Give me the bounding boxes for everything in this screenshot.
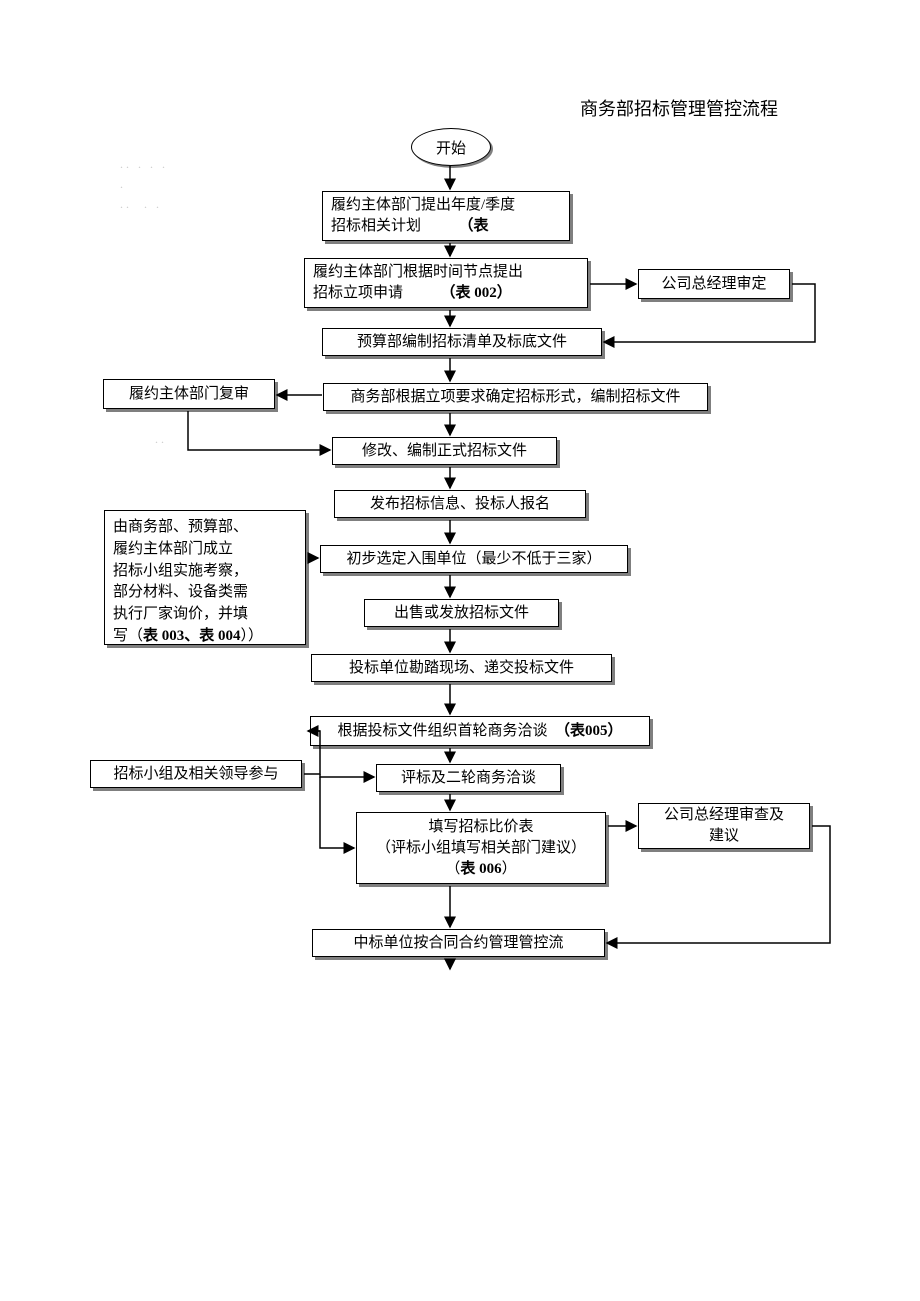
faint-text-2: .	[120, 175, 123, 194]
node-review: 履约主体部门复审	[103, 379, 275, 409]
node-budget: 预算部编制招标清单及标底文件	[322, 328, 602, 356]
left1-label: 履约主体部门复审	[129, 384, 249, 405]
n7-label: 初步选定入围单位（最少不低于三家）	[346, 549, 601, 570]
n6-label: 发布招标信息、投标人报名	[370, 494, 550, 515]
left2-l6a: 写（	[113, 628, 143, 644]
start-label: 开始	[436, 137, 466, 158]
node-contract-flow: 中标单位按合同合约管理管控流	[312, 929, 605, 957]
node-plan: 履约主体部门提出年度/季度 招标相关计划 （表	[322, 191, 570, 241]
n8-label: 出售或发放招标文件	[394, 603, 529, 624]
side2-l2: 建议	[647, 826, 801, 847]
n4-label: 商务部根据立项要求确定招标形式，编制招标文件	[350, 387, 680, 408]
node-application: 履约主体部门根据时间节点提出 招标立项申请 （表 002）	[304, 258, 588, 308]
node-leaders-participate: 招标小组及相关领导参与	[90, 760, 302, 788]
n9-label: 投标单位勘踏现场、递交投标文件	[349, 658, 574, 679]
left3-label: 招标小组及相关领导参与	[113, 764, 278, 785]
side1-label: 公司总经理审定	[661, 274, 766, 295]
diagram-title: 商务部招标管理管控流程	[580, 95, 778, 121]
side2-l1: 公司总经理审查及	[647, 805, 801, 826]
n2-line2: 招标立项申请	[313, 285, 403, 301]
n2-form: （表 002）	[441, 285, 512, 301]
node-gm-review: 公司总经理审查及 建议	[638, 803, 810, 849]
left2-l4: 部分材料、设备类需	[113, 582, 297, 604]
n11-label: 评标及二轮商务洽谈	[401, 768, 536, 789]
n13-label: 中标单位按合同合约管理管控流	[353, 933, 563, 954]
n12-l3a: （	[445, 861, 460, 877]
faint-text-1: . . . . .	[120, 155, 165, 174]
n12-l3b: 表 006	[460, 861, 501, 877]
n1-line1: 履约主体部门提出年度/季度	[331, 195, 561, 216]
n12-l1: 填写招标比价表	[365, 817, 597, 838]
faint-text-3: . . . .	[120, 195, 159, 214]
left2-l6c: ））	[241, 628, 264, 644]
node-first-negotiation: 根据投标文件组织首轮商务洽谈 （表005）	[310, 716, 650, 746]
node-compare-table: 填写招标比价表 （评标小组填写相关部门建议） （表 006）	[356, 812, 606, 884]
node-site-visit: 投标单位勘踏现场、递交投标文件	[311, 654, 612, 682]
n10-form: （表005）	[555, 721, 623, 742]
node-revise: 修改、编制正式招标文件	[332, 437, 557, 465]
left2-l3: 招标小组实施考察，	[113, 561, 297, 583]
node-shortlist: 初步选定入围单位（最少不低于三家）	[320, 545, 628, 573]
node-publish: 发布招标信息、投标人报名	[334, 490, 586, 518]
faint-text-4: . .	[155, 430, 164, 449]
n12-l2: （评标小组填写相关部门建议）	[365, 838, 597, 859]
n5-label: 修改、编制正式招标文件	[362, 441, 527, 462]
node-sell-docs: 出售或发放招标文件	[364, 599, 559, 627]
node-team-note: 由商务部、预算部、 履约主体部门成立 招标小组实施考察， 部分材料、设备类需 执…	[104, 510, 306, 645]
node-eval-second: 评标及二轮商务洽谈	[376, 764, 561, 792]
left2-l5: 执行厂家询价，并填	[113, 604, 297, 626]
left2-l6b: 表 003、表 004	[143, 628, 241, 644]
n1-form: （表	[459, 218, 489, 234]
left2-l1: 由商务部、预算部、	[113, 517, 297, 539]
n3-label: 预算部编制招标清单及标底文件	[357, 332, 567, 353]
n10-label: 根据投标文件组织首轮商务洽谈	[337, 721, 547, 742]
n2-line1: 履约主体部门根据时间节点提出	[313, 262, 579, 283]
n12-l3c: ）	[502, 861, 517, 877]
node-gm-approve: 公司总经理审定	[638, 269, 790, 299]
left2-l2: 履约主体部门成立	[113, 539, 297, 561]
n1-line2: 招标相关计划	[331, 218, 421, 234]
node-form-determine: 商务部根据立项要求确定招标形式，编制招标文件	[323, 383, 708, 411]
start-node: 开始	[411, 128, 491, 166]
